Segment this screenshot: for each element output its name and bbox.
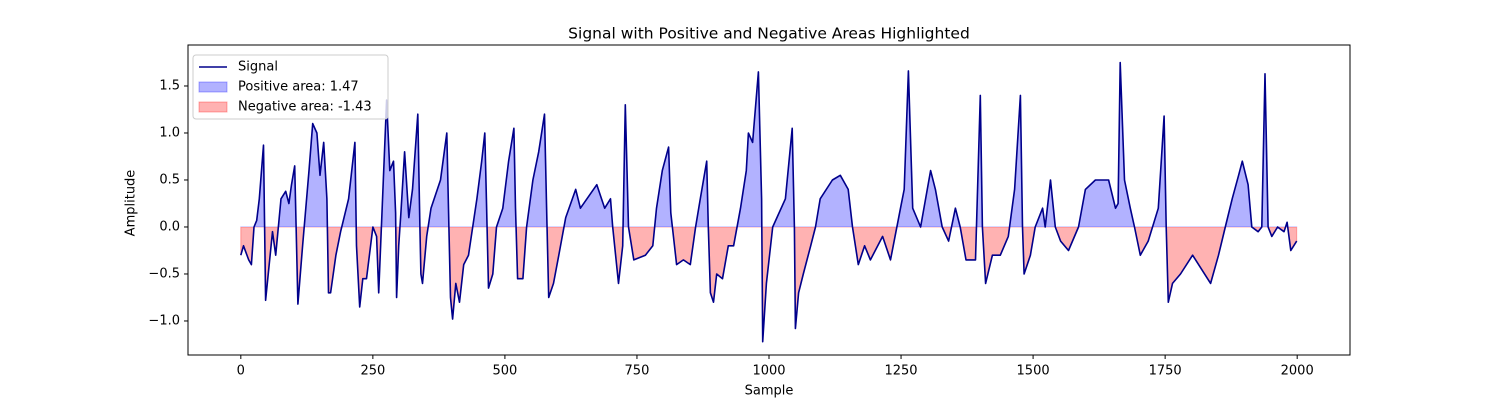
x-tick-label: 500 xyxy=(492,364,517,379)
y-tick-label: 1.5 xyxy=(159,78,180,93)
chart-title: Signal with Positive and Negative Areas … xyxy=(568,25,970,43)
y-tick-label: −1.0 xyxy=(148,313,180,328)
legend-box xyxy=(192,54,389,120)
legend-label: Signal xyxy=(238,60,278,75)
x-tick-label: 1250 xyxy=(884,364,917,379)
legend-label: Negative area: -1.43 xyxy=(238,100,372,115)
y-axis-label: Amplitude xyxy=(124,170,139,237)
legend: Signal Positive area: 1.47 Negative area: … xyxy=(192,54,389,120)
plot xyxy=(240,61,1298,343)
x-tick-label: 0 xyxy=(237,364,245,379)
x-tick-label: 250 xyxy=(360,364,385,379)
legend-swatch xyxy=(198,101,228,113)
legend-label: Positive area: 1.47 xyxy=(238,80,359,95)
y-tick-label: −0.5 xyxy=(148,266,180,281)
legend-swatch xyxy=(198,81,228,93)
x-tick-label: 1000 xyxy=(752,364,785,379)
signal-line xyxy=(240,61,1298,343)
area-below xyxy=(240,226,1298,342)
x-axis-label: Sample xyxy=(745,384,794,399)
x-tick-label: 2000 xyxy=(1281,364,1314,379)
x-tick-label: 1500 xyxy=(1017,364,1050,379)
area-above xyxy=(240,62,1298,227)
x-tick-label: 1750 xyxy=(1149,364,1182,379)
y-tick-label: 0.0 xyxy=(159,219,180,234)
y-tick-label: 0.5 xyxy=(159,172,180,187)
y-tick-label: 1.0 xyxy=(159,125,180,140)
x-tick-label: 750 xyxy=(625,364,650,379)
